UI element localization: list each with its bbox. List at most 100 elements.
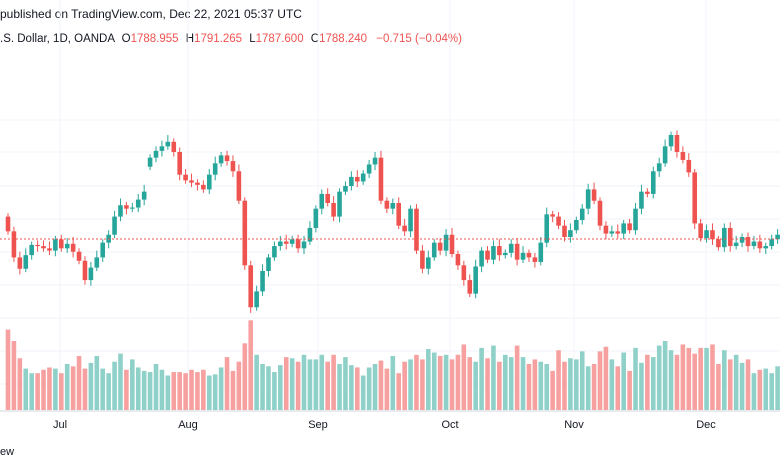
candle-body — [426, 257, 431, 269]
volume-bar — [254, 354, 259, 410]
volume-bar — [278, 365, 283, 410]
candle — [467, 274, 473, 298]
volume-bar — [550, 370, 555, 410]
candle-body — [47, 248, 52, 251]
candle-body — [668, 135, 674, 147]
volume-bar — [331, 354, 336, 410]
candle-body — [212, 163, 218, 175]
volume-bar — [526, 364, 532, 410]
volume-bar — [479, 347, 484, 410]
candle-body — [17, 257, 23, 269]
volume-bar — [118, 353, 123, 410]
candle-body — [29, 244, 34, 256]
candle-body — [272, 246, 277, 258]
publish-info: published on TradingView.com, Dec 22, 20… — [0, 7, 302, 21]
candle — [141, 184, 147, 206]
volume-bar — [195, 372, 200, 410]
low-label: L — [249, 33, 256, 45]
candle — [437, 238, 443, 256]
volume-bar — [473, 361, 478, 410]
publish-header: published on TradingView.com, Dec 22, 20… — [0, 0, 780, 28]
candle-body — [266, 257, 271, 271]
volume-bar — [716, 364, 721, 410]
volume-bar — [757, 369, 763, 410]
candle-body — [53, 239, 58, 251]
volume-bar — [745, 359, 751, 410]
candle — [514, 238, 520, 266]
candle-body — [177, 152, 182, 175]
candle — [603, 221, 609, 240]
candle — [431, 239, 437, 261]
candle-body — [550, 214, 555, 217]
candle-body — [11, 231, 17, 258]
volume-bar — [497, 361, 502, 410]
volume-bar — [325, 361, 330, 410]
volume-bar — [603, 346, 609, 410]
candle-body — [206, 174, 212, 190]
candle — [710, 223, 715, 245]
volume-bar — [372, 364, 378, 410]
candle-body — [147, 157, 153, 167]
volume-bar — [337, 364, 342, 410]
volume-bar — [360, 375, 366, 410]
candle — [532, 252, 538, 268]
candle-body — [307, 227, 313, 242]
volume-bar — [491, 345, 496, 410]
volume-bar — [775, 366, 780, 410]
candle — [64, 238, 70, 253]
volume-bar — [520, 357, 526, 410]
volume-bar — [366, 367, 372, 410]
brand-fragment: ew — [0, 446, 15, 458]
candle — [118, 198, 123, 222]
volume-bar — [609, 359, 615, 410]
candle — [195, 179, 200, 191]
candle — [354, 170, 360, 188]
volume-bar — [165, 375, 171, 410]
volume-bar — [29, 373, 34, 410]
volume-bar — [47, 367, 52, 410]
candle-body — [242, 200, 248, 266]
candle-body — [100, 242, 106, 258]
candle-body — [485, 250, 490, 260]
candle-body — [686, 159, 692, 173]
volume-bar — [289, 358, 295, 410]
candle — [645, 188, 650, 198]
volume-bar — [100, 368, 106, 410]
candle-body — [431, 242, 437, 258]
volume-bar — [698, 347, 703, 410]
candle-body — [124, 205, 129, 209]
candle-body — [745, 237, 751, 247]
candle — [325, 188, 330, 207]
candle-body — [751, 241, 757, 247]
volume-bar — [212, 374, 218, 410]
volume-bar — [662, 341, 668, 410]
candle-body — [236, 171, 242, 201]
candle-body — [603, 225, 609, 234]
candle — [426, 250, 431, 275]
candle-body — [248, 265, 254, 308]
volume-bar — [733, 354, 739, 410]
x-tick-label: Oct — [441, 419, 458, 431]
candle-body — [331, 203, 336, 217]
volume-bar — [437, 355, 443, 410]
candle — [171, 138, 177, 157]
candle — [674, 130, 680, 158]
candle-body — [579, 208, 585, 220]
candle — [343, 181, 348, 196]
volume-bar — [307, 359, 313, 410]
candle-body — [662, 146, 668, 164]
volume-bar — [568, 358, 573, 410]
volume-bar — [41, 369, 46, 410]
candle — [366, 159, 372, 179]
candle — [289, 235, 295, 248]
volume-bar — [431, 352, 437, 410]
volume-bar — [686, 347, 692, 410]
volume-bar — [301, 354, 307, 410]
candle-body — [82, 260, 88, 281]
candle — [621, 220, 626, 240]
candle — [70, 237, 76, 258]
candle-body — [769, 239, 774, 247]
candle — [414, 204, 419, 254]
candle-body — [538, 242, 544, 262]
